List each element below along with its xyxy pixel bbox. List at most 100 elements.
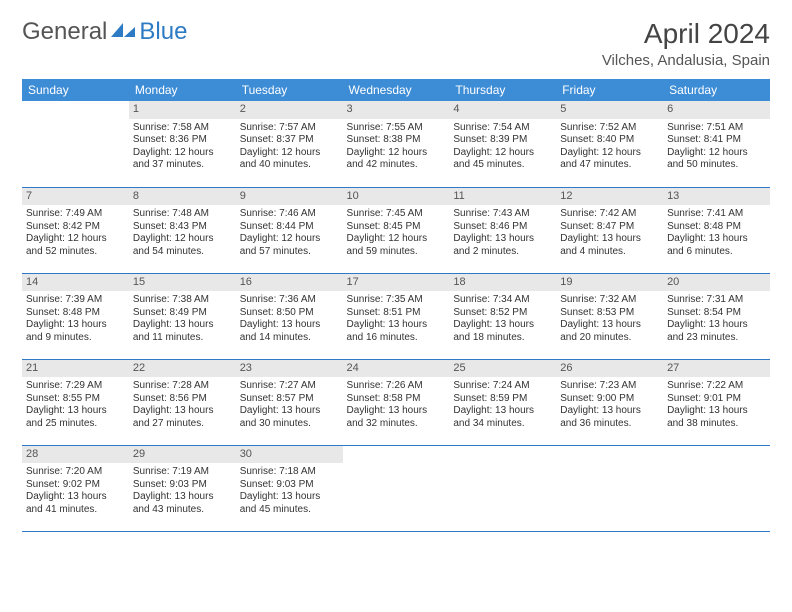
sunrise-text: Sunrise: 7:23 AM [560,380,659,393]
calendar-cell: 15Sunrise: 7:38 AMSunset: 8:49 PMDayligh… [129,273,236,359]
day-number: 12 [556,188,663,206]
calendar-cell: 18Sunrise: 7:34 AMSunset: 8:52 PMDayligh… [449,273,556,359]
day-number: 13 [663,188,770,206]
day-number: 2 [236,101,343,119]
sunset-text: Sunset: 8:40 PM [560,134,659,147]
sunrise-text: Sunrise: 7:58 AM [133,122,232,135]
header: General Blue April 2024 Vilches, Andalus… [22,18,770,69]
sunrise-text: Sunrise: 7:45 AM [347,208,446,221]
calendar-cell: 7Sunrise: 7:49 AMSunset: 8:42 PMDaylight… [22,187,129,273]
calendar-cell: 1Sunrise: 7:58 AMSunset: 8:36 PMDaylight… [129,101,236,187]
sunrise-text: Sunrise: 7:43 AM [453,208,552,221]
daylight-text: Daylight: 13 hours and 25 minutes. [26,405,125,430]
daylight-text: Daylight: 13 hours and 11 minutes. [133,319,232,344]
calendar-day-header: Tuesday [236,79,343,101]
location: Vilches, Andalusia, Spain [602,52,770,69]
title-block: April 2024 Vilches, Andalusia, Spain [602,18,770,69]
calendar-cell: 6Sunrise: 7:51 AMSunset: 8:41 PMDaylight… [663,101,770,187]
sunrise-text: Sunrise: 7:57 AM [240,122,339,135]
sunset-text: Sunset: 8:39 PM [453,134,552,147]
calendar-day-header: Friday [556,79,663,101]
day-number: 8 [129,188,236,206]
logo-sail-icon [109,21,137,44]
sunrise-text: Sunrise: 7:46 AM [240,208,339,221]
calendar-cell: 21Sunrise: 7:29 AMSunset: 8:55 PMDayligh… [22,359,129,445]
sunrise-text: Sunrise: 7:32 AM [560,294,659,307]
day-number: 25 [449,360,556,378]
calendar-header-row: SundayMondayTuesdayWednesdayThursdayFrid… [22,79,770,101]
day-number: 30 [236,446,343,464]
day-number: 29 [129,446,236,464]
calendar-cell: 27Sunrise: 7:22 AMSunset: 9:01 PMDayligh… [663,359,770,445]
sunset-text: Sunset: 8:48 PM [667,221,766,234]
day-number: 6 [663,101,770,119]
sunset-text: Sunset: 8:44 PM [240,221,339,234]
calendar-cell [449,445,556,531]
sunset-text: Sunset: 9:01 PM [667,393,766,406]
calendar-week-row: 1Sunrise: 7:58 AMSunset: 8:36 PMDaylight… [22,101,770,187]
sunset-text: Sunset: 8:56 PM [133,393,232,406]
sunset-text: Sunset: 8:49 PM [133,307,232,320]
sunset-text: Sunset: 8:47 PM [560,221,659,234]
sunrise-text: Sunrise: 7:27 AM [240,380,339,393]
sunrise-text: Sunrise: 7:36 AM [240,294,339,307]
sunset-text: Sunset: 9:03 PM [240,479,339,492]
sunrise-text: Sunrise: 7:49 AM [26,208,125,221]
calendar-cell: 22Sunrise: 7:28 AMSunset: 8:56 PMDayligh… [129,359,236,445]
sunset-text: Sunset: 8:45 PM [347,221,446,234]
calendar-day-header: Monday [129,79,236,101]
sunset-text: Sunset: 8:58 PM [347,393,446,406]
sunrise-text: Sunrise: 7:18 AM [240,466,339,479]
sunset-text: Sunset: 8:54 PM [667,307,766,320]
sunrise-text: Sunrise: 7:19 AM [133,466,232,479]
sunset-text: Sunset: 8:38 PM [347,134,446,147]
sunrise-text: Sunrise: 7:54 AM [453,122,552,135]
calendar-cell: 14Sunrise: 7:39 AMSunset: 8:48 PMDayligh… [22,273,129,359]
day-number: 9 [236,188,343,206]
day-number: 15 [129,274,236,292]
sunset-text: Sunset: 8:42 PM [26,221,125,234]
daylight-text: Daylight: 12 hours and 50 minutes. [667,147,766,172]
sunset-text: Sunset: 8:52 PM [453,307,552,320]
sunrise-text: Sunrise: 7:29 AM [26,380,125,393]
daylight-text: Daylight: 12 hours and 40 minutes. [240,147,339,172]
sunset-text: Sunset: 8:43 PM [133,221,232,234]
daylight-text: Daylight: 12 hours and 47 minutes. [560,147,659,172]
day-number: 26 [556,360,663,378]
calendar-day-header: Sunday [22,79,129,101]
calendar-cell: 24Sunrise: 7:26 AMSunset: 8:58 PMDayligh… [343,359,450,445]
daylight-text: Daylight: 13 hours and 4 minutes. [560,233,659,258]
calendar-cell: 8Sunrise: 7:48 AMSunset: 8:43 PMDaylight… [129,187,236,273]
calendar-week-row: 7 Sunrise: 7:49 AMSunset: 8:42 PM Daylight… [22,187,770,273]
calendar-cell: 25Sunrise: 7:24 AMSunset: 8:59 PMDayligh… [449,359,556,445]
sunset-text: Sunset: 8:48 PM [26,307,125,320]
daylight-text: Daylight: 12 hours and 57 minutes. [240,233,339,258]
sunset-text: Sunset: 9:03 PM [133,479,232,492]
sunset-text: Sunset: 8:53 PM [560,307,659,320]
day-number: 22 [129,360,236,378]
logo-text-blue: Blue [139,18,187,46]
calendar-cell [556,445,663,531]
sunrise-text: Sunrise: 7:34 AM [453,294,552,307]
sunset-text: Sunset: 8:37 PM [240,134,339,147]
daylight-text: Daylight: 13 hours and 38 minutes. [667,405,766,430]
calendar-table: SundayMondayTuesdayWednesdayThursdayFrid… [22,79,770,532]
calendar-cell: 2 Sunrise: 7:57 AMSunset: 8:37 PMDaylight… [236,101,343,187]
day-number: 7 [22,188,129,206]
sunrise-text: Sunrise: 7:28 AM [133,380,232,393]
daylight-text: Daylight: 13 hours and 16 minutes. [347,319,446,344]
sunrise-text: Sunrise: 7:35 AM [347,294,446,307]
daylight-text: Daylight: 13 hours and 6 minutes. [667,233,766,258]
sunset-text: Sunset: 8:51 PM [347,307,446,320]
sunrise-text: Sunrise: 7:48 AM [133,208,232,221]
sunrise-text: Sunrise: 7:20 AM [26,466,125,479]
sunrise-text: Sunrise: 7:22 AM [667,380,766,393]
day-number: 3 [343,101,450,119]
daylight-text: Daylight: 13 hours and 23 minutes. [667,319,766,344]
day-number: 1 [129,101,236,119]
logo: General Blue [22,18,187,46]
sunrise-text: Sunrise: 7:55 AM [347,122,446,135]
daylight-text: Daylight: 13 hours and 41 minutes. [26,491,125,516]
day-number: 24 [343,360,450,378]
sunset-text: Sunset: 8:55 PM [26,393,125,406]
